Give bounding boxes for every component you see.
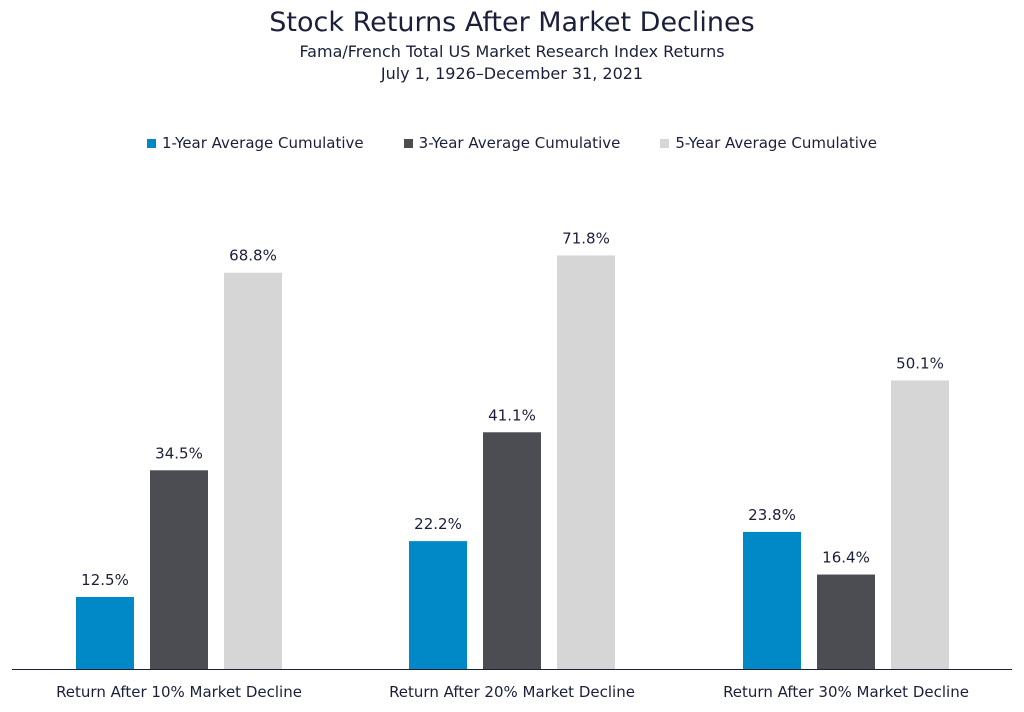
x-tick-label-10-pct-decline: Return After 10% Market Decline [56,683,302,701]
bar-5-year-10-pct-decline [224,272,282,669]
data-label-3-year-20-pct-decline: 41.1% [488,406,536,424]
bar-5-year-20-pct-decline [557,255,615,669]
legend-swatch-1-year [146,138,156,148]
legend-label-1-year: 1-Year Average Cumulative [161,134,364,152]
legend-swatch-5-year [660,138,670,148]
chart-subtitle-line-2: July 1, 1926–December 31, 2021 [380,64,644,83]
data-label-1-year-30-pct-decline: 23.8% [748,506,796,524]
data-label-5-year-30-pct-decline: 50.1% [896,354,944,372]
bar-3-year-20-pct-decline [483,432,541,669]
bar-3-year-30-pct-decline [817,574,875,669]
bar-3-year-10-pct-decline [150,470,208,669]
bar-1-year-20-pct-decline [409,541,467,669]
chart-title: Stock Returns After Market Declines [269,7,755,38]
data-label-5-year-10-pct-decline: 68.8% [229,247,277,265]
legend-label-5-year: 5-Year Average Cumulative [675,134,878,152]
legend-item-5-year: 5-Year Average Cumulative [660,133,877,153]
data-label-3-year-30-pct-decline: 16.4% [822,549,870,567]
chart-subtitle-line-1: Fama/French Total US Market Research Ind… [299,42,725,61]
data-label-1-year-10-pct-decline: 12.5% [81,571,129,589]
bar-5-year-30-pct-decline [891,380,949,669]
legend-item-3-year: 3-Year Average Cumulative [403,133,621,153]
data-label-3-year-10-pct-decline: 34.5% [155,444,203,462]
data-label-5-year-20-pct-decline: 71.8% [562,229,610,247]
x-tick-label-20-pct-decline: Return After 20% Market Decline [389,683,635,701]
chart-legend: 1-Year Average Cumulative 3-Year Average… [0,133,1024,153]
legend-label-3-year: 3-Year Average Cumulative [418,134,621,152]
bar-1-year-10-pct-decline [76,597,134,669]
data-label-1-year-20-pct-decline: 22.2% [414,515,462,533]
x-tick-label-30-pct-decline: Return After 30% Market Decline [723,683,969,701]
legend-swatch-3-year [403,138,413,148]
bar-1-year-30-pct-decline [743,531,801,669]
legend-item-1-year: 1-Year Average Cumulative [146,133,364,153]
